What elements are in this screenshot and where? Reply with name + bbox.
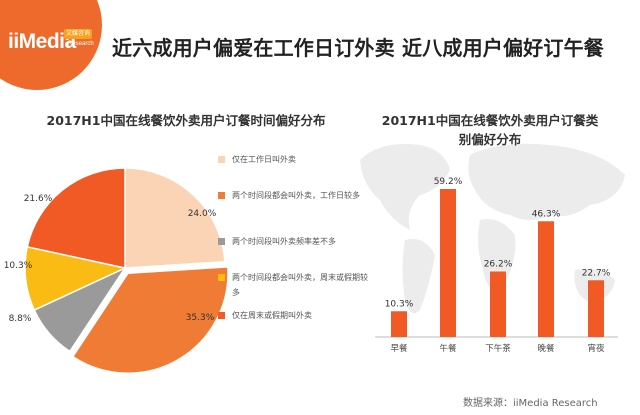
legend-swatch (218, 274, 225, 281)
legend-label: 两个时间段都会叫外卖，工作日较多 (232, 191, 360, 200)
bar-category-label: 宵夜 (587, 343, 605, 354)
logo-badge: 艾媒咨询 (64, 29, 93, 39)
data-source: 数据来源：iiMedia Research (463, 398, 598, 409)
logo-subtext: Research (68, 41, 94, 47)
legend-label: 仅在周末或假期叫外卖 (232, 311, 312, 320)
legend-swatch (218, 192, 225, 199)
bar (588, 280, 604, 337)
bar (538, 221, 554, 337)
bar (440, 189, 456, 337)
bar-chart-title: 2017H1中国在线餐饮外卖用户订餐类别偏好分布 (381, 113, 599, 147)
legend-swatch (218, 238, 225, 245)
bar-category-label: 午餐 (439, 343, 457, 354)
bar (391, 311, 407, 337)
legend-label: 仅在工作日叫外卖 (232, 155, 296, 164)
world-map-background (360, 143, 625, 314)
legend-swatch (218, 156, 225, 163)
header: iiMedia 艾媒咨询 Research 近六成用户偏爱在工作日订外卖 近八成… (0, 0, 640, 92)
pie-slice (124, 167, 226, 269)
pie-chart-title: 2017H1中国在线餐饮外卖用户订餐时间偏好分布 (46, 113, 326, 128)
bar-category-label: 早餐 (390, 344, 408, 354)
pie-value-label: 35.3% (186, 313, 215, 323)
bar (490, 271, 506, 337)
legend-swatch (218, 312, 225, 319)
bar-value-label: 10.3% (385, 299, 414, 309)
bar-category-label: 晚餐 (537, 343, 555, 354)
bar-value-label: 46.3% (532, 209, 561, 219)
bar-value-label: 22.7% (582, 268, 611, 278)
page-headline: 近六成用户偏爱在工作日订外卖 近八成用户偏好订午餐 (112, 36, 604, 60)
bar-value-label: 59.2% (434, 177, 463, 187)
pie-slice (71, 266, 229, 374)
bar-category-label: 下午茶 (485, 343, 511, 354)
logo-text: iiMedia (8, 30, 76, 53)
pie-slice (26, 167, 126, 269)
pie-value-label: 24.0% (188, 209, 217, 219)
pie-value-label: 21.6% (24, 194, 53, 204)
legend-label: 两个时间段叫外卖频率差不多 (232, 237, 336, 246)
bar-value-label: 26.2% (484, 260, 513, 270)
pie-value-label: 10.3% (4, 261, 33, 271)
legend-label: 两个时间段都会叫外卖，周末或假期较多 (232, 273, 368, 297)
pie-value-label: 8.8% (9, 314, 32, 324)
